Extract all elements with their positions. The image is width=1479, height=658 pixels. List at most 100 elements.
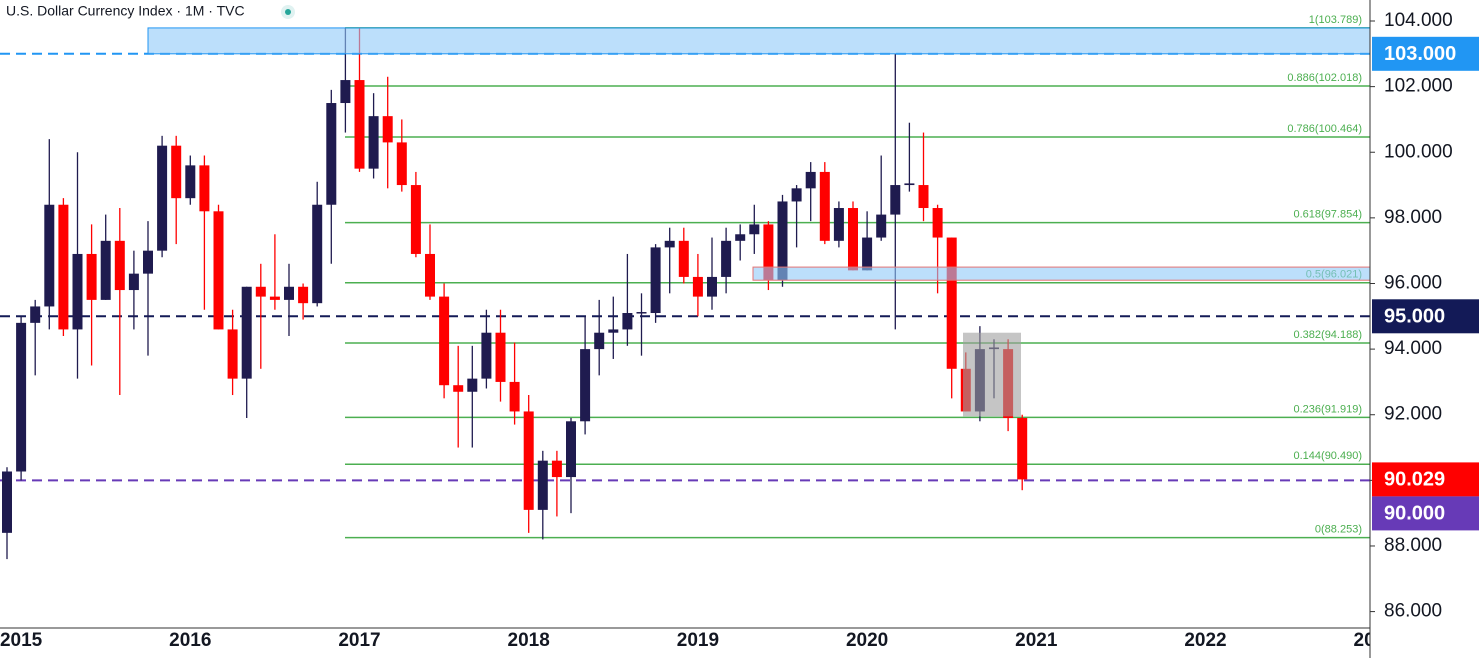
candle-body [368, 116, 379, 169]
candle-body [890, 185, 901, 215]
candle-body [58, 204, 69, 330]
x-tick-label: 2018 [508, 630, 550, 651]
candle-body [509, 381, 520, 412]
x-tick-label: 2017 [338, 630, 380, 651]
fib-label: 0.886(102.018) [1287, 72, 1362, 84]
y-tick-label: 86.000 [1384, 601, 1442, 622]
candle-body [946, 237, 957, 369]
fib-label: 0.382(94.188) [1294, 329, 1363, 341]
candle-body [848, 208, 858, 271]
price-label-box [1372, 462, 1479, 497]
candle-body [382, 116, 393, 143]
price-label-box [1372, 496, 1479, 531]
candle-body [819, 171, 830, 241]
candle-body [410, 185, 421, 254]
candle-body [636, 312, 647, 314]
candle-body [692, 276, 703, 297]
candle-body [453, 385, 464, 392]
y-tick-label: 92.000 [1384, 404, 1442, 425]
fib-label: 0.236(91.919) [1294, 403, 1363, 415]
candle-body [213, 211, 224, 330]
candle-body [44, 204, 55, 307]
candle-body [284, 286, 294, 300]
candle-body [566, 421, 576, 478]
candle-body [16, 322, 27, 472]
fib-label: 0.786(100.464) [1287, 123, 1362, 135]
fib-label: 1(103.789) [1309, 14, 1362, 26]
candle-body [749, 224, 760, 235]
candle-body [72, 253, 83, 330]
zone [752, 266, 1370, 281]
candle-body [876, 214, 887, 238]
candle-body [791, 188, 802, 202]
candle-body [523, 411, 534, 510]
status-dot [285, 9, 291, 15]
candle-body [777, 201, 788, 281]
fib-label: 0.144(90.490) [1294, 450, 1363, 462]
x-tick-label: 2022 [1184, 630, 1226, 651]
y-tick-label: 96.000 [1384, 273, 1442, 294]
fib-label: 0.618(97.854) [1294, 209, 1363, 221]
fib-label: 0(88.253) [1315, 524, 1362, 536]
candle-body [227, 329, 238, 379]
candle-body [312, 204, 323, 304]
candle-body [157, 145, 168, 251]
price-label: 90.000 [1384, 503, 1445, 525]
price-label: 95.000 [1384, 306, 1445, 328]
y-tick-label: 94.000 [1384, 338, 1442, 359]
x-tick-label: 2016 [169, 630, 211, 651]
candle-body [171, 145, 182, 199]
candle-body [495, 332, 506, 382]
candle-body [763, 224, 774, 281]
candle-body [735, 234, 746, 241]
x-tick-label: 2020 [846, 630, 888, 651]
candle-body [255, 286, 266, 297]
candle-body [425, 253, 435, 297]
candle-body [551, 460, 562, 478]
y-tick-label: 100.000 [1384, 141, 1453, 162]
candle-body [30, 306, 41, 323]
candle-body [100, 240, 111, 300]
candle-body [904, 183, 915, 186]
candle-body [467, 378, 478, 392]
zone [963, 332, 1021, 417]
candle-body [128, 273, 139, 291]
candle-body [707, 276, 717, 297]
candle-body [2, 471, 12, 533]
price-label-box [1372, 299, 1479, 334]
candle-body [580, 349, 591, 422]
candle-body [622, 313, 633, 330]
candle-body [721, 240, 732, 277]
candle-body [269, 296, 280, 300]
candle-body [86, 253, 97, 300]
candle-body [678, 240, 689, 277]
candle-body [185, 165, 196, 199]
candle-body [396, 142, 407, 186]
price-label-box [1372, 36, 1479, 71]
axis-group: 86.000 88.000 90.000 92.000 94.000 96.000 98.0… [1370, 10, 1453, 622]
candle-body [114, 240, 125, 291]
candle-body [481, 332, 492, 379]
y-tick-label: 98.000 [1384, 207, 1442, 228]
candle-body [326, 103, 337, 205]
candle-body [594, 332, 605, 350]
candle-body [805, 171, 816, 189]
candle-body [833, 208, 844, 241]
candle-body [298, 286, 309, 304]
candle-body [340, 80, 351, 104]
candle-body [932, 208, 943, 238]
candle-body [1017, 418, 1028, 480]
candle-body [650, 247, 661, 314]
candle-body [143, 250, 153, 274]
x-tick-label: 2021 [1015, 630, 1058, 651]
y-tick-label: 102.000 [1384, 76, 1453, 97]
candle-body [241, 286, 252, 379]
plot-area: 1(103.789) 0.886(102.018) 0.786(100.464) 0.… [0, 14, 1370, 560]
candle-body [608, 329, 619, 333]
y-tick-label: 88.000 [1384, 535, 1442, 556]
chart-title: U.S. Dollar Currency Index · 1M · TVC [6, 3, 245, 19]
candle-body [537, 460, 548, 510]
candle-body [664, 240, 675, 248]
candle-body [199, 165, 210, 212]
